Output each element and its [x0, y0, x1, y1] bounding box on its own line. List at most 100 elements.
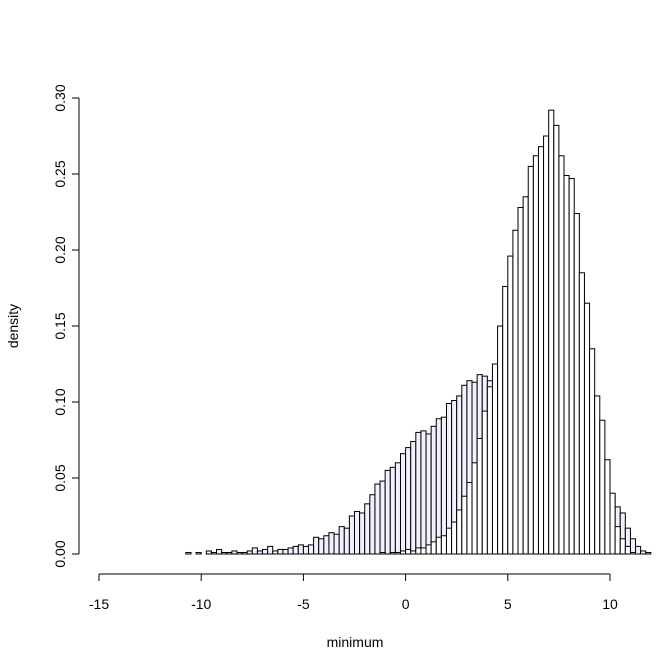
histogram-bar-2	[399, 550, 407, 555]
histogram-bar-1	[185, 551, 192, 555]
histogram-bar-2	[507, 255, 514, 555]
histogram-bar-2	[451, 521, 458, 555]
histogram-bar-1	[410, 441, 417, 555]
histogram-bar-1	[272, 550, 279, 555]
histogram-bar-1	[354, 510, 361, 555]
histogram-bar-1	[629, 538, 637, 555]
histogram-bar-2	[491, 363, 499, 555]
histogram-bar-1	[205, 550, 212, 555]
histogram-bar-1	[231, 550, 238, 555]
y-tick-label: 0.10	[52, 388, 68, 415]
histogram-bar-1	[262, 548, 269, 555]
histogram-bar-1	[635, 545, 642, 555]
x-tick-label: 5	[504, 596, 512, 612]
histogram-bar-2	[445, 527, 453, 555]
axes: -15 -10 -5 0 5 10 0.00 0.05 0.10 0.15 0.20 0.25 0.30	[52, 84, 618, 612]
histogram-bar-2	[619, 538, 626, 555]
histogram-bar-1	[415, 431, 422, 555]
histogram-bar-2	[558, 155, 565, 555]
x-tick-label: -15	[89, 596, 109, 612]
histogram-bar-2	[548, 109, 555, 555]
histogram-bar-2	[609, 492, 616, 555]
y-tick-label: 0.05	[52, 464, 68, 491]
histogram-bar-1	[210, 551, 218, 555]
histogram-bar-1	[241, 551, 248, 555]
histogram-bar-2	[624, 545, 631, 555]
histogram-bar-2	[420, 547, 427, 555]
histogram-bar-2	[589, 348, 596, 555]
histogram-bar-1	[287, 547, 294, 555]
y-tick-label: 0.15	[52, 312, 68, 339]
histogram-bar-2	[517, 206, 524, 555]
histogram-bar-1	[318, 538, 325, 555]
y-tick-label: 0.20	[52, 236, 68, 263]
histogram-bar-1	[389, 466, 396, 555]
histogram-bar-1	[221, 551, 228, 555]
histogram-bar-2	[425, 544, 432, 555]
histogram-bar-2	[486, 386, 493, 555]
histogram-bar-2	[537, 146, 545, 555]
histogram-bar-1	[440, 416, 447, 555]
histogram-bar-2	[543, 135, 550, 555]
histogram-bar-2	[614, 526, 621, 555]
histogram-bar-2	[599, 419, 606, 555]
histogram-bar-1	[256, 550, 264, 555]
histogram-bar-2	[512, 229, 519, 555]
histogram-bar-1	[379, 480, 386, 555]
histogram-bar-1	[236, 551, 243, 555]
histogram-bar-1	[420, 430, 427, 555]
histogram-bar-1	[282, 548, 289, 555]
histogram-bar-1	[645, 551, 652, 555]
x-tick-label: -10	[191, 596, 211, 612]
histogram-bar-2	[594, 395, 601, 555]
histogram-bar-1	[399, 453, 407, 555]
histogram-bar-2	[522, 196, 529, 555]
y-tick-label: 0.00	[52, 540, 68, 567]
histogram-bar-2	[461, 495, 468, 555]
histogram-bar-1	[328, 532, 335, 555]
histogram-bar-2	[389, 551, 396, 555]
histogram-bar-1	[640, 550, 647, 555]
histogram-bar-2	[502, 285, 509, 555]
histogram-bar-2	[410, 550, 417, 555]
histogram-bar-2	[629, 551, 637, 555]
histogram-bar-2	[563, 175, 570, 555]
y-tick-label: 0.30	[52, 84, 68, 111]
histogram-bar-2	[583, 302, 591, 555]
histogram-bar-1	[405, 447, 412, 555]
histogram-bar-1	[374, 483, 381, 555]
histogram-bar-1	[384, 469, 391, 555]
x-tick-label: -5	[297, 596, 310, 612]
histogram-bar-1	[302, 545, 310, 555]
histogram-bar-1	[430, 425, 437, 555]
histogram-bar-2	[481, 410, 488, 555]
histogram-bar-2	[476, 437, 483, 555]
y-tick-label: 0.25	[52, 160, 68, 187]
histogram-bar-2	[471, 462, 478, 555]
histogram-bar-1	[435, 418, 442, 555]
histogram-bar-1	[359, 512, 366, 555]
histogram-bar-2	[497, 325, 504, 555]
histogram-bar-1	[343, 527, 350, 555]
histogram-bar-1	[308, 544, 315, 555]
x-tick-label: 10	[602, 596, 618, 612]
y-axis-label: density	[5, 304, 21, 348]
histogram-bars	[185, 109, 652, 555]
histogram-bar-1	[323, 535, 330, 555]
histogram-bar-2	[379, 551, 386, 555]
histogram-bar-1	[333, 533, 340, 555]
histogram-bar-2	[466, 482, 473, 555]
histogram-bar-1	[216, 548, 223, 555]
histogram-bar-1	[313, 536, 320, 555]
histogram-bar-2	[440, 535, 447, 555]
histogram-bar-1	[297, 544, 304, 555]
histogram-bar-2	[578, 272, 585, 555]
histogram-bar-1	[369, 494, 376, 555]
histogram-bar-2	[532, 155, 539, 555]
histogram-bar-2	[435, 536, 442, 555]
histogram-bar-1	[226, 551, 233, 555]
x-tick-label: 0	[402, 596, 410, 612]
x-axis-label: minimum	[327, 634, 384, 650]
histogram-bar-1	[292, 545, 299, 555]
